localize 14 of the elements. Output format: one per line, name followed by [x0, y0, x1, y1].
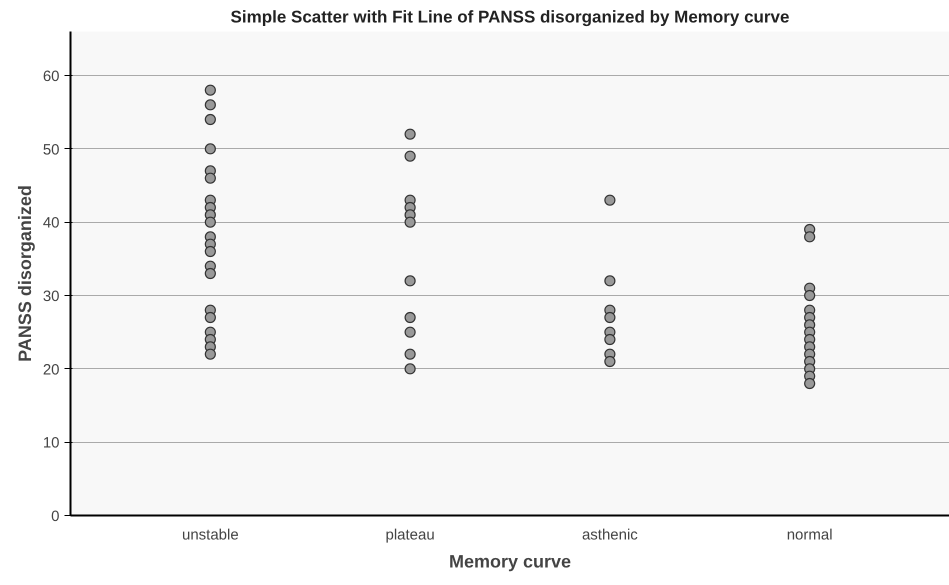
y-tick-label: 50 [42, 141, 60, 158]
x-tick-label: normal [786, 526, 833, 544]
x-tick-label: plateau [386, 526, 435, 544]
y-axis-title: PANSS disorganized [14, 185, 35, 362]
x-axis-title: Memory curve [448, 552, 572, 572]
y-tick-label: 40 [42, 214, 60, 232]
chart-title: Simple Scatter with Fit Line of PANSS disorganized by Memory curve [230, 8, 790, 26]
x-tick-label: unstable [182, 526, 239, 544]
x-tick-label: asthenic [582, 526, 638, 544]
y-tick-label: 20 [42, 361, 60, 378]
y-tick-label: 10 [42, 434, 60, 452]
y-tick-label: 30 [42, 288, 60, 305]
y-tick-label: 0 [51, 508, 60, 525]
y-tick-label: 60 [42, 68, 60, 85]
